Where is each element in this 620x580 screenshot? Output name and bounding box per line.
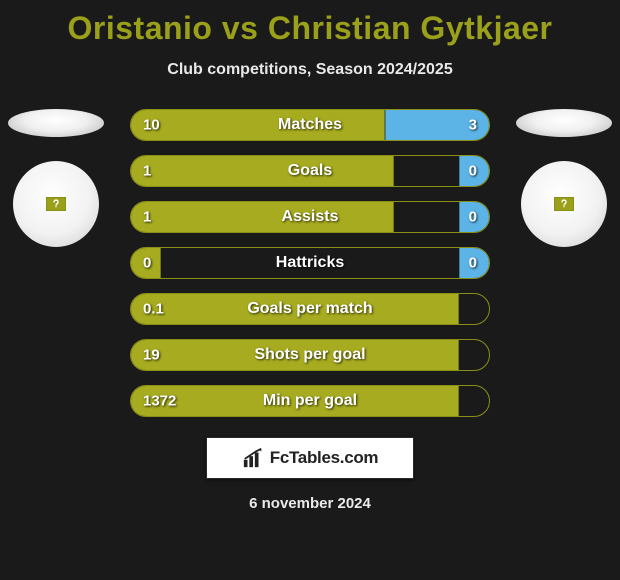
bar-label: Min per goal — [263, 392, 357, 410]
bar-value-left: 1 — [143, 163, 151, 180]
bar-label: Matches — [278, 116, 342, 134]
bar-value-left: 19 — [143, 347, 160, 364]
bar-value-left: 1 — [143, 209, 151, 226]
chart-area: Matches103Goals10Assists10Hattricks00Goa… — [0, 109, 620, 417]
bar-row: Min per goal 1372 — [130, 385, 490, 417]
bar-label: Shots per goal — [254, 346, 365, 364]
bar-label: Goals per match — [247, 300, 372, 318]
brand-text: FcTables.com — [270, 448, 379, 468]
date: 6 november 2024 — [0, 495, 620, 512]
bar-value-left: 0.1 — [143, 301, 164, 318]
bar-seg-left — [131, 156, 394, 186]
bar-seg-left — [131, 110, 385, 140]
bar-value-left: 10 — [143, 117, 160, 134]
bar-row: Matches 10 3 — [130, 109, 490, 141]
bar-row: Assists 1 0 — [130, 201, 490, 233]
page-title: Oristanio vs Christian Gytkjaer — [0, 0, 620, 47]
brand-box: FcTables.com — [206, 437, 414, 479]
right-flag-oval — [516, 109, 612, 137]
bar-label: Goals — [288, 162, 332, 180]
comparison-bars: Matches103Goals10Assists10Hattricks00Goa… — [130, 109, 490, 417]
bar-label: Assists — [282, 208, 339, 226]
bar-row: Goals per match 0.1 — [130, 293, 490, 325]
bar-seg-left — [131, 202, 394, 232]
bar-value-right: 0 — [469, 163, 477, 180]
left-club-circle — [13, 161, 99, 247]
bar-value-left: 0 — [143, 255, 151, 272]
bar-value-right: 0 — [469, 255, 477, 272]
bar-value-right: 3 — [469, 117, 477, 134]
player-left-avatars — [8, 109, 104, 247]
left-flag-oval — [8, 109, 104, 137]
bar-value-right: 0 — [469, 209, 477, 226]
brand-logo-icon — [242, 447, 264, 469]
bar-label: Hattricks — [276, 254, 344, 272]
bar-value-left: 1372 — [143, 393, 176, 410]
subtitle: Club competitions, Season 2024/2025 — [0, 61, 620, 79]
bar-row: Shots per goal 19 — [130, 339, 490, 371]
question-icon — [554, 197, 574, 211]
player-right-avatars — [516, 109, 612, 247]
bar-row: Hattricks 0 0 — [130, 247, 490, 279]
question-icon — [46, 197, 66, 211]
right-club-circle — [521, 161, 607, 247]
bar-row: Goals 1 0 — [130, 155, 490, 187]
